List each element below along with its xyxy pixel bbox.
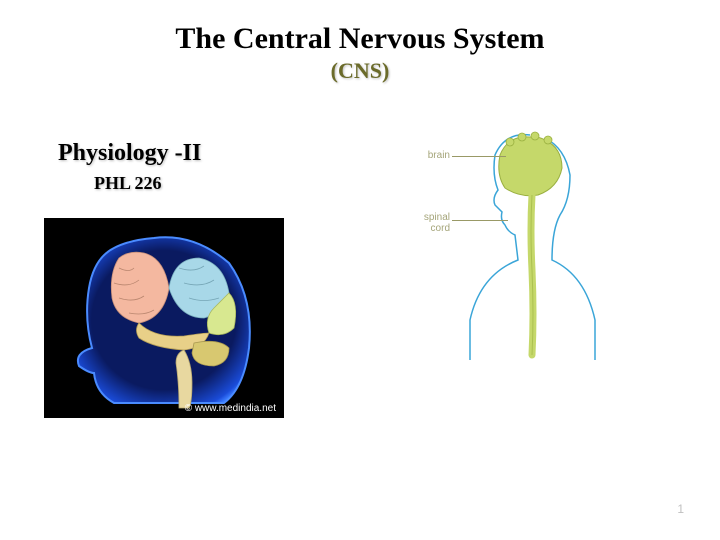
image-attribution: © www.medindia.net (185, 403, 276, 414)
course-block: Physiology -II PHL 226 (58, 140, 201, 194)
title-block: The Central Nervous System (CNS) (0, 0, 720, 84)
diagram-label-brain: brain (410, 150, 450, 161)
cns-diagram: brain spinal cord (380, 120, 650, 370)
title-abbreviation: (CNS) (0, 58, 720, 84)
brain-photo-svg (44, 218, 284, 418)
page-number: 1 (677, 502, 684, 516)
diagram-leader-brain (452, 156, 506, 157)
course-name: Physiology -II (58, 140, 201, 167)
diagram-label-spinal: spinal cord (410, 212, 450, 234)
brain-photo: © www.medindia.net (44, 218, 284, 418)
main-title: The Central Nervous System (0, 22, 720, 56)
course-code: PHL 226 (94, 173, 201, 194)
diagram-leader-spinal (452, 220, 508, 221)
